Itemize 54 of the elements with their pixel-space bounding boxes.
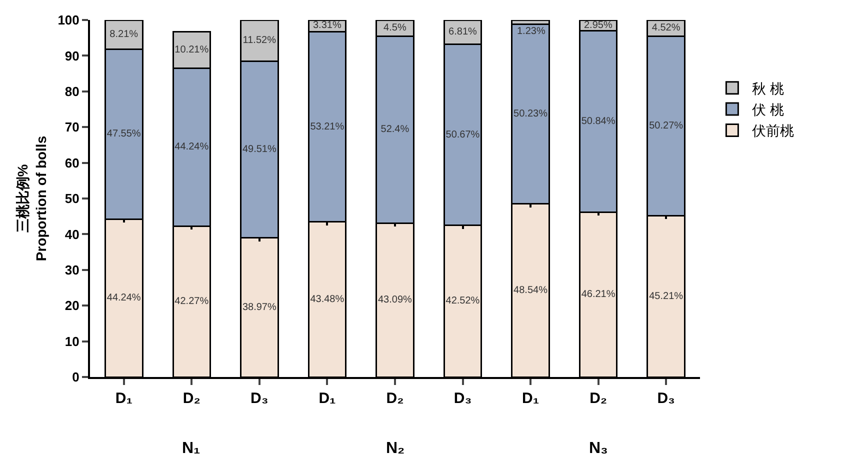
x-tick-label: D₃ (454, 390, 472, 407)
text: N₁ (182, 440, 201, 457)
y-axis-title: 三桃比例% Proportion of bolls (14, 136, 49, 262)
x-tick-label: D₂ (182, 390, 200, 407)
data-label: 6.81% (448, 26, 478, 38)
data-label: 53.21% (310, 121, 344, 132)
y-tick-label: 70 (64, 120, 80, 135)
y-tick-label: 10 (64, 334, 80, 349)
data-label: 47.55% (106, 128, 141, 140)
legend-label: 伏 桃 (752, 102, 784, 118)
data-label: 52.4% (380, 124, 410, 136)
data-label: 49.51% (242, 144, 276, 156)
data-label: 2.95% (584, 20, 612, 31)
data-label: 42.52% (446, 296, 480, 307)
data-label: 44.24% (106, 292, 141, 304)
data-label: 50.84% (581, 116, 616, 127)
data-label: 50.23% (514, 108, 548, 120)
legend-label: 秋 桃 (752, 80, 784, 96)
legend-label: 伏前桃 (752, 122, 794, 139)
data-label: 50.67% (446, 129, 480, 140)
data-label: 43.48% (310, 294, 344, 305)
data-label: 48.54% (514, 284, 548, 296)
x-tick-label: D₁ (115, 390, 132, 407)
x-tick-label: D₃ (250, 390, 268, 407)
data-label: 43.09% (378, 294, 412, 306)
x-tick-label: D₁ (318, 390, 336, 407)
data-label: 42.27% (174, 296, 209, 308)
data-label: 11.52% (242, 35, 276, 46)
y-tick-label: 50 (64, 191, 80, 206)
data-label: 46.21% (581, 289, 616, 300)
data-label: 8.21% (110, 29, 138, 40)
data-label: 3.31% (313, 20, 342, 31)
y-tick-label: 80 (64, 84, 80, 99)
text: N₃ (589, 440, 608, 457)
x-tick-label: D₃ (657, 390, 676, 407)
y-tick-label: 20 (64, 298, 80, 314)
y-tick-label: 60 (64, 155, 80, 170)
data-label: 4.52% (652, 22, 680, 34)
y-tick-label: 90 (64, 48, 80, 64)
x-tick-label: D₂ (590, 390, 608, 407)
data-label: 38.97% (242, 302, 276, 313)
data-label: 44.24% (174, 142, 209, 153)
data-label: 1.23% (517, 26, 546, 37)
data-label: 4.5% (384, 22, 406, 34)
x-tick-label: D₂ (386, 390, 404, 407)
y-tick-label: 30 (64, 262, 80, 278)
y-tick-label: 40 (64, 226, 80, 242)
data-label: 45.21% (649, 290, 684, 302)
data-label: 50.27% (649, 120, 684, 132)
y-tick-label: 100 (58, 12, 80, 28)
data-label: 10.21% (174, 44, 209, 56)
y-tick-label: 0 (72, 370, 80, 385)
x-tick-label: D₁ (522, 390, 540, 407)
text: N₂ (386, 440, 405, 457)
